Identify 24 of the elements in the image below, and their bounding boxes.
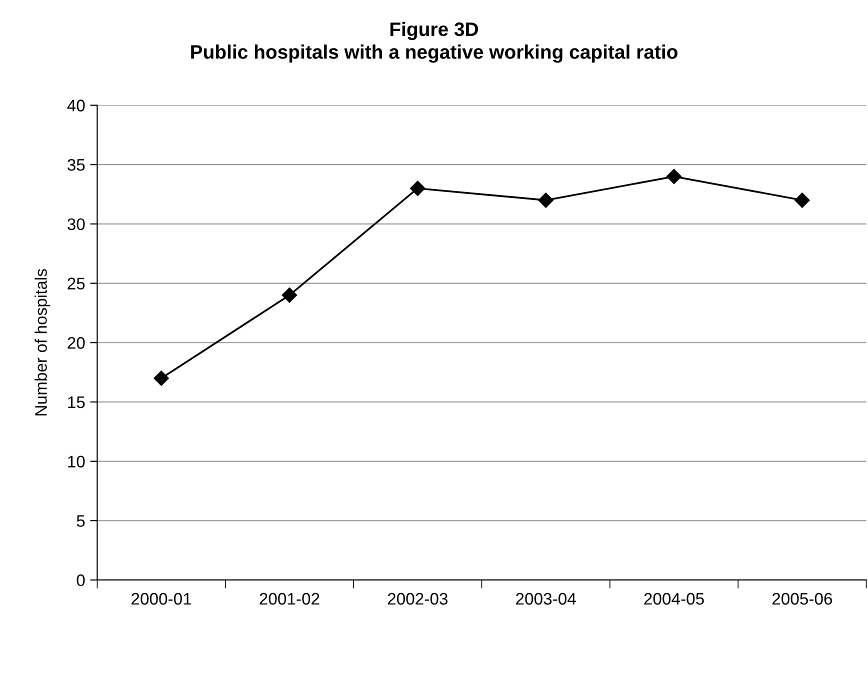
y-tick-label: 10 [68, 456, 85, 468]
x-tick-label: 2001-02 [260, 592, 320, 605]
x-tick-label: 2005-06 [772, 592, 832, 605]
y-tick-label: 30 [68, 218, 85, 230]
point [154, 370, 169, 386]
point [410, 180, 426, 196]
y-tick-label: 15 [68, 396, 85, 408]
x-tick-label: 2002-03 [388, 592, 448, 605]
x-tick-label: 2004-05 [644, 592, 704, 605]
point [666, 168, 682, 184]
point [794, 192, 810, 208]
y-tick-label: 5 [76, 515, 85, 527]
y-tick-label: 25 [68, 278, 85, 290]
point [538, 192, 554, 208]
y-axis-title: Number of hospitals [34, 269, 50, 416]
x-tick-label: 2000-01 [132, 592, 192, 605]
point [282, 288, 298, 303]
y-tick-label: 20 [68, 337, 85, 349]
x-tick-label: 2003-04 [516, 592, 576, 605]
y-tick-label: 40 [67, 100, 85, 112]
y-tick-label: 0 [76, 574, 85, 586]
y-tick-label: 35 [68, 159, 85, 171]
chart-subtitle: Public hospitals with a negative working capital ratio [191, 44, 678, 63]
chart-title: Figure 3D [390, 22, 478, 40]
